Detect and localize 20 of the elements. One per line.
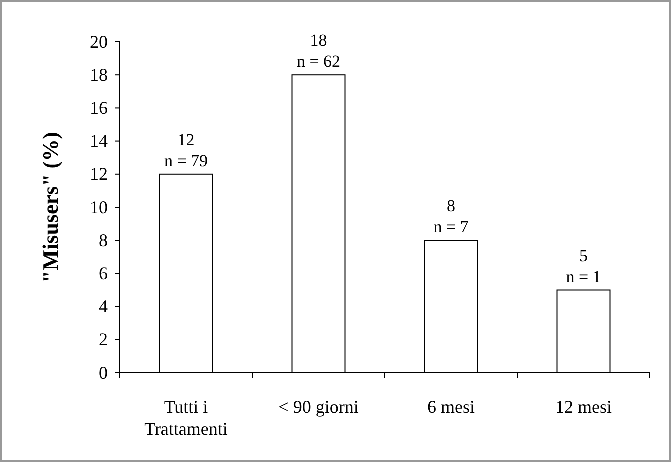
x-tick-label: < 90 giorni: [278, 397, 359, 417]
y-tick-label: 2: [99, 330, 108, 350]
data-label: 5 n = 1: [566, 246, 602, 286]
y-tick-label: 18: [90, 64, 108, 85]
y-tick-label: 4: [99, 296, 108, 317]
data-label: 18 n = 62: [296, 31, 341, 72]
y-tick-label: 12: [90, 164, 108, 184]
y-tick-label: 0: [99, 362, 108, 383]
data-label: 12 n = 79: [164, 130, 208, 170]
y-tick-label: 8: [99, 230, 108, 250]
x-tick-label: 6 mesi: [428, 397, 475, 417]
y-tick-label: 10: [90, 197, 108, 218]
y-tick-label: 20: [90, 32, 108, 52]
y-tick-label: 14: [90, 131, 108, 152]
data-label: 8 n = 7: [434, 196, 470, 237]
y-axis-title: "Misusers" (%): [38, 132, 63, 283]
y-tick-label: 16: [90, 98, 108, 118]
x-tick-label: 12 mesi: [556, 397, 612, 417]
y-tick-label: 6: [99, 263, 108, 284]
x-tick-label: Tutti i Trattamenti: [144, 397, 228, 439]
